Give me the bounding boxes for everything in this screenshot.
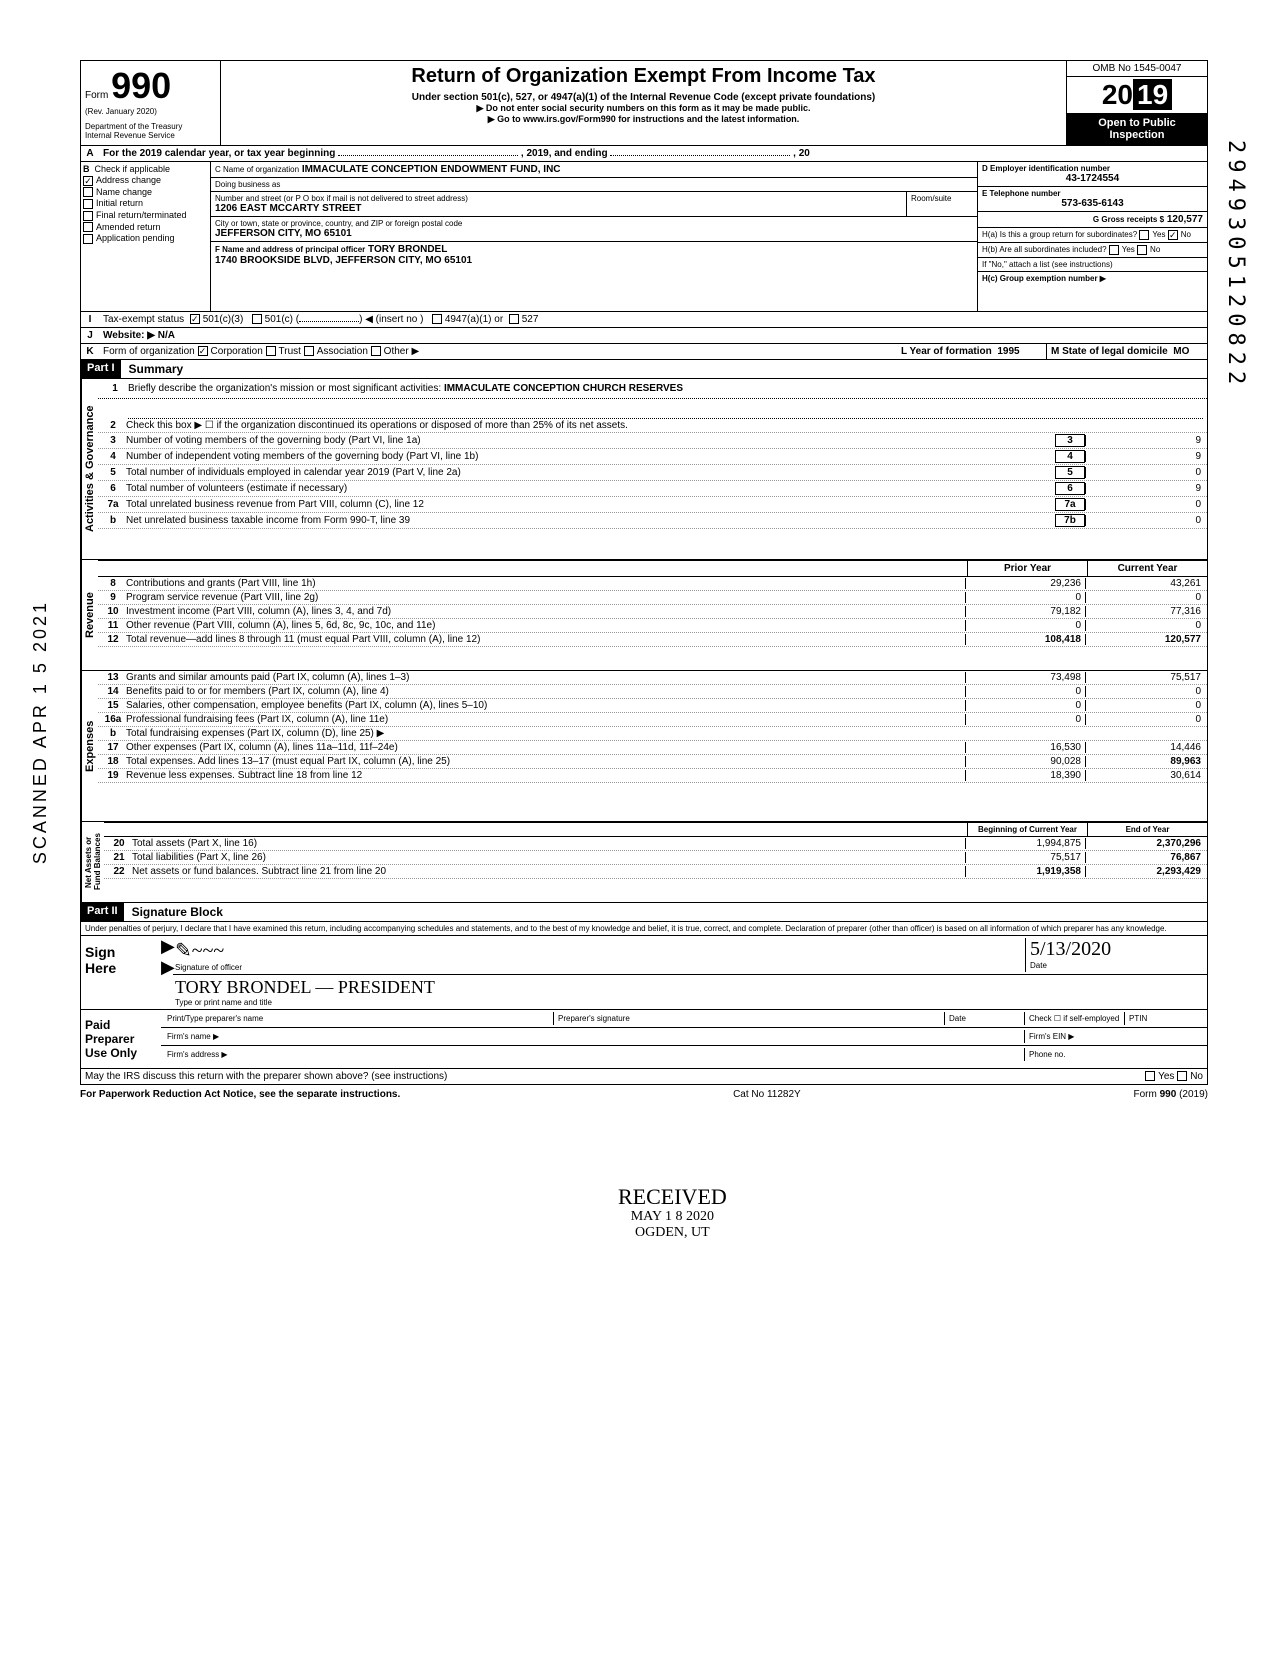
checkbox-4947[interactable] [432,314,442,324]
side-barcode: 2949305120822 [1223,140,1248,390]
form-irs: Internal Revenue Service [85,131,216,140]
part-ii-header: Part II [81,903,124,921]
form-rev: (Rev. January 2020) [85,107,216,116]
checkbox-amended[interactable] [83,222,93,232]
section-c: C Name of organization IMMACULATE CONCEP… [211,162,977,311]
part-i-header: Part I [81,360,121,378]
line-i: Tax-exempt status ✓501(c)(3) 501(c) () ◀… [99,312,1207,327]
signature: ✎~~~ [175,938,1025,963]
checkbox-address-change[interactable]: ✓ [83,176,93,186]
form-label: Form [85,90,108,101]
open-public: Open to Public [1071,117,1203,129]
side-activities-governance: Activities & Governance [81,379,98,559]
side-revenue: Revenue [81,560,98,670]
checkbox-discuss-yes[interactable] [1145,1071,1155,1081]
section-d-g: D Employer identification number43-17245… [977,162,1207,311]
form-number: 990 [111,65,171,106]
form-arrow2: ▶ Go to www.irs.gov/Form990 for instruct… [225,114,1062,125]
line-j-label: J [81,328,99,343]
checkbox-501c[interactable] [252,314,262,324]
line-k-label: K [81,344,99,359]
sign-here-block: Sign Here ▶▶ ✎~~~Signature of officer 5/… [80,936,1208,1010]
form-subtitle: Under section 501(c), 527, or 4947(a)(1)… [225,92,1062,103]
form-header: Form 990 (Rev. January 2020) Department … [80,60,1208,146]
part-ii-title: Signature Block [124,903,231,921]
discuss-line: May the IRS discuss this return with the… [81,1069,1207,1084]
checkbox-final[interactable] [83,211,93,221]
line-k: Form of organization ✓Corporation Trust … [99,344,897,359]
section-b: B Check if applicable ✓Address change Na… [81,162,211,311]
part-i-title: Summary [121,360,192,378]
received-stamp: RECEIVED MAY 1 8 2020 OGDEN, UT [618,1185,727,1240]
line-i-label: I [81,312,99,327]
checkbox-pending[interactable] [83,234,93,244]
inspection: Inspection [1071,129,1203,141]
side-netassets: Net Assets orFund Balances [81,822,104,902]
sign-date: 5/13/2020 [1030,938,1205,961]
checkbox-501c3[interactable]: ✓ [190,314,200,324]
checkbox-name-change[interactable] [83,187,93,197]
checkbox-trust[interactable] [266,346,276,356]
form-arrow1: ▶ Do not enter social security numbers o… [225,103,1062,114]
omb-number: OMB No 1545-0047 [1067,61,1207,77]
form-dept: Department of the Treasury [85,122,216,131]
printed-name: TORY BRONDEL — PRESIDENT [175,977,1205,998]
side-expenses: Expenses [81,671,98,821]
perjury-text: Under penalties of perjury, I declare th… [81,922,1207,935]
checkbox-corporation[interactable]: ✓ [198,346,208,356]
checkbox-initial[interactable] [83,199,93,209]
footer: For Paperwork Reduction Act Notice, see … [80,1085,1208,1104]
line-a: For the 2019 calendar year, or tax year … [99,146,1207,161]
form-title: Return of Organization Exempt From Incom… [225,65,1062,88]
checkbox-discuss-no[interactable] [1177,1071,1187,1081]
checkbox-527[interactable] [509,314,519,324]
line-a-label: A [81,146,99,161]
paid-preparer-block: Paid Preparer Use Only Print/Type prepar… [80,1010,1208,1069]
checkbox-other[interactable] [371,346,381,356]
tax-year: 2019 [1067,77,1207,113]
scanned-side-text: SCANNED APR 1 5 2021 [30,600,51,864]
checkbox-association[interactable] [304,346,314,356]
